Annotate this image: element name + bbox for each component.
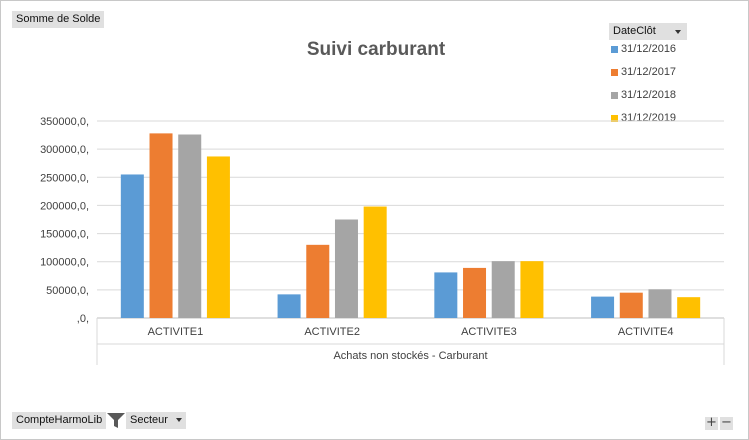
y-tick-label: 200000,0, — [40, 200, 89, 212]
legend-swatch — [611, 45, 618, 53]
bar — [520, 261, 544, 318]
bar — [677, 297, 701, 318]
bar — [363, 206, 387, 318]
y-tick-label: 100000,0, — [40, 257, 89, 269]
date-filter-label: DateClôt — [613, 25, 656, 37]
chart-title: Suivi carburant — [306, 39, 446, 60]
y-tick-label: 150000,0, — [40, 229, 89, 241]
chevron-down-icon — [175, 418, 182, 423]
chevron-down-icon — [675, 30, 681, 34]
x-tick-label: ACTIVITE1 — [148, 326, 204, 338]
expand-button[interactable]: + — [705, 415, 718, 430]
row-field-button-compte[interactable]: CompteHarmoLib — [12, 412, 107, 429]
bar — [306, 244, 330, 318]
bar — [648, 289, 672, 318]
zoom-controls: + − — [705, 413, 735, 431]
x-axis-label: Achats non stockés - Carburant — [333, 350, 487, 362]
bar — [277, 294, 301, 318]
x-tick-label: ACTIVITE2 — [304, 326, 360, 338]
bar — [463, 267, 487, 318]
date-filter-button[interactable]: DateClôt — [609, 23, 687, 40]
row-field-label: CompteHarmoLib — [16, 414, 103, 426]
y-tick-label: ,0, — [77, 313, 89, 325]
y-tick-label: 250000,0, — [40, 172, 89, 184]
bar — [334, 219, 358, 318]
y-tick-label: 50000,0, — [46, 285, 89, 297]
legend-item: 31/12/2017 — [611, 66, 676, 82]
bar — [149, 133, 173, 318]
bar — [178, 134, 202, 318]
bar — [434, 272, 458, 318]
y-tick-label: 300000,0, — [40, 144, 89, 156]
collapse-button[interactable]: − — [720, 415, 733, 430]
legend-swatch — [611, 91, 618, 99]
legend-label: 31/12/2018 — [621, 89, 677, 102]
bar — [619, 292, 643, 318]
legend-item: 31/12/2018 — [611, 89, 676, 105]
row-field-button-secteur[interactable]: Secteur — [126, 412, 186, 429]
legend-swatch — [611, 114, 618, 122]
legend-item: 31/12/2016 — [611, 43, 676, 59]
x-tick-label: ACTIVITE4 — [618, 326, 674, 338]
bar — [591, 296, 615, 318]
bar — [206, 156, 230, 318]
legend-label: 31/12/2017 — [621, 66, 677, 79]
value-field-label: Somme de Solde — [16, 13, 101, 25]
x-tick-label: ACTIVITE3 — [461, 326, 517, 338]
row-field-label: Secteur — [130, 414, 168, 426]
value-field-button[interactable]: Somme de Solde — [12, 11, 105, 28]
legend-swatch — [611, 68, 618, 76]
funnel-icon[interactable] — [106, 412, 126, 430]
bar — [491, 261, 515, 318]
legend-label: 31/12/2016 — [621, 43, 677, 56]
bar — [120, 174, 144, 318]
y-tick-label: 350000,0, — [40, 116, 89, 128]
